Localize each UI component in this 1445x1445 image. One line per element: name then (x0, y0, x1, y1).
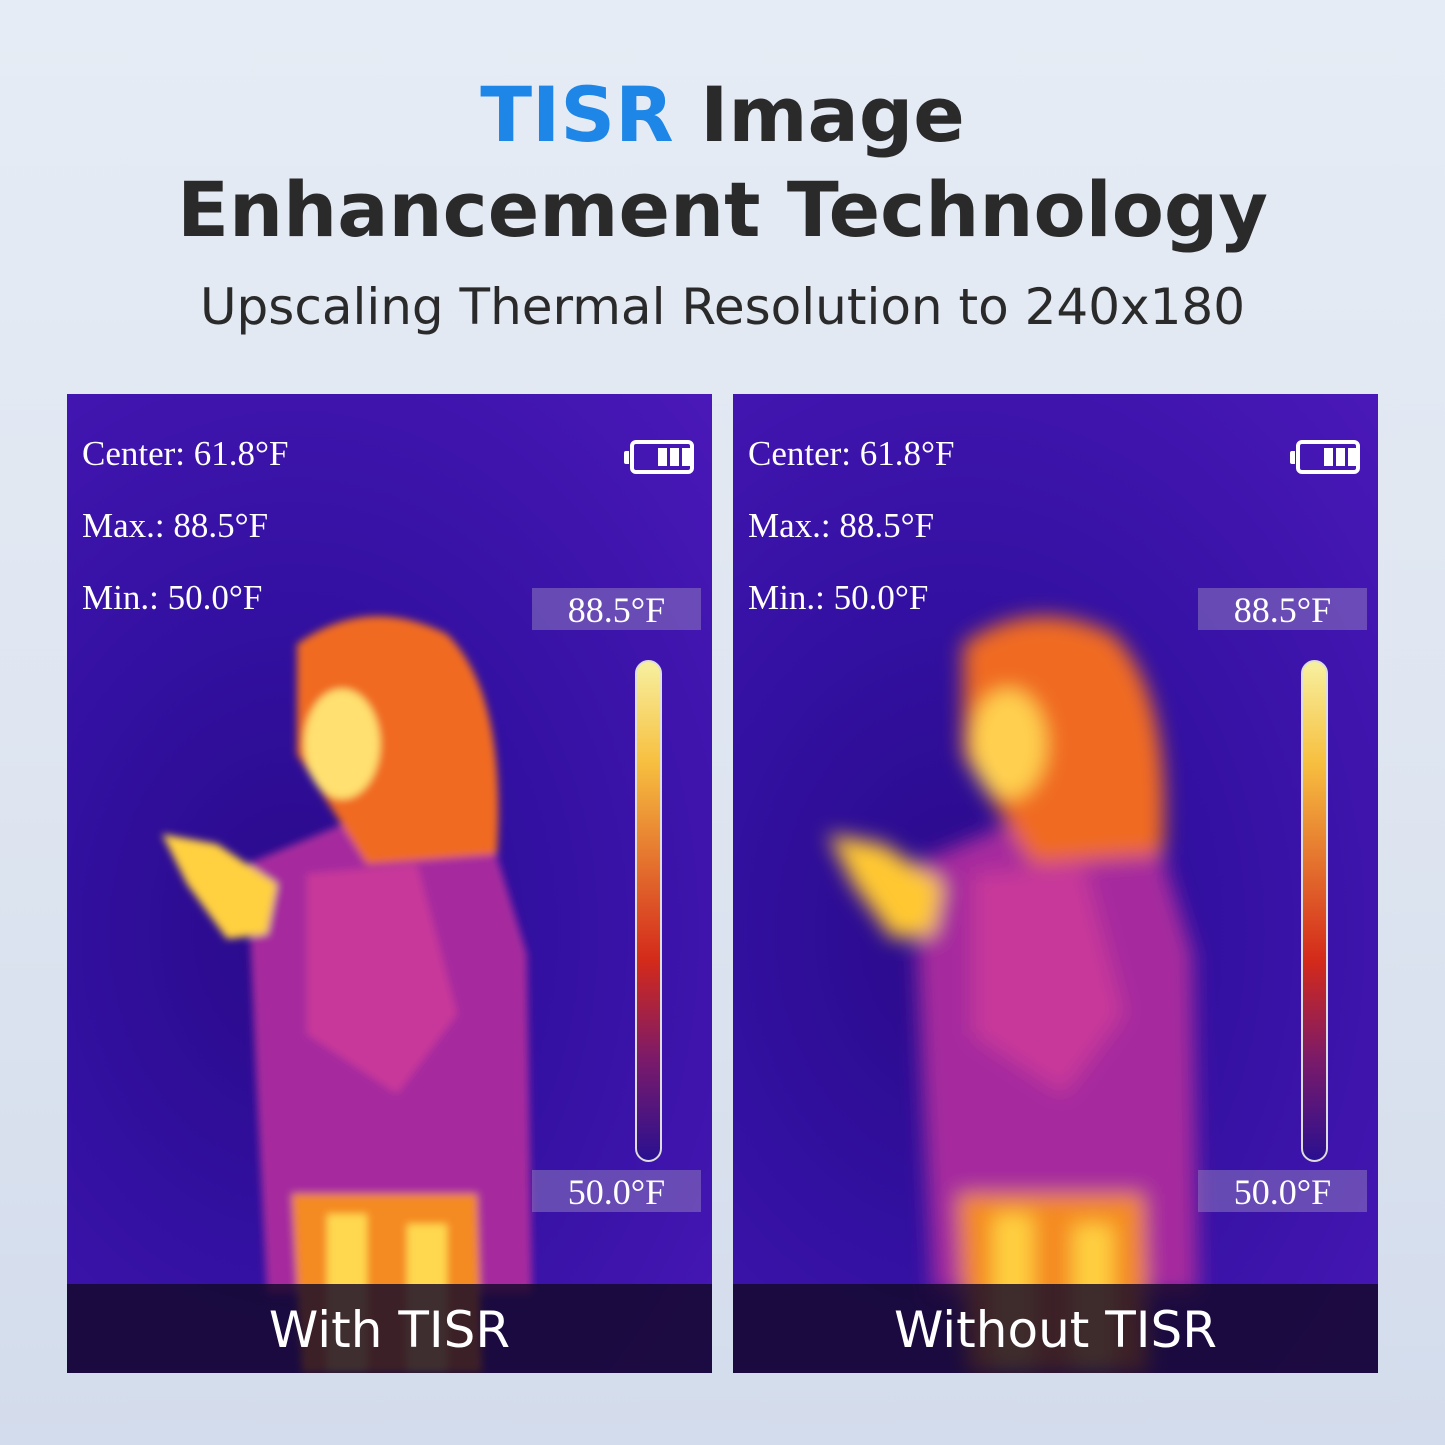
center-temp: Center: 61.8°F (82, 434, 289, 473)
min-temp: Min.: 50.0°F (748, 578, 929, 617)
thermal-panel-with-tisr: Center: 61.8°F Max.: 88.5°F Min.: 50.0°F… (67, 394, 712, 1373)
scale-max-label: 88.5°F (532, 588, 701, 630)
max-temp: Max.: 88.5°F (748, 506, 935, 545)
headline-line-2: Enhancement Technology (177, 165, 1268, 254)
center-temp: Center: 61.8°F (748, 434, 955, 473)
color-scale-bar (1301, 660, 1328, 1162)
color-scale-bar (635, 660, 662, 1162)
max-temp: Max.: 88.5°F (82, 506, 269, 545)
scale-min-label: 50.0°F (1198, 1170, 1367, 1212)
panel-caption: Without TISR (733, 1284, 1378, 1373)
thermal-image (828, 616, 1198, 1373)
subtitle: Upscaling Thermal Resolution to 240x180 (199, 278, 1246, 336)
battery-full-icon (624, 440, 694, 474)
min-temp: Min.: 50.0°F (82, 578, 263, 617)
headline-accent: TISR (480, 70, 674, 159)
headline-line-1: TISR Image (0, 70, 1445, 159)
thermal-panel-without-tisr: Center: 61.8°F Max.: 88.5°F Min.: 50.0°F… (733, 394, 1378, 1373)
headline-rest: Image (673, 70, 965, 159)
scale-min-label: 50.0°F (532, 1170, 701, 1212)
panel-caption: With TISR (67, 1284, 712, 1373)
scale-max-label: 88.5°F (1198, 588, 1367, 630)
battery-full-icon (1290, 440, 1360, 474)
